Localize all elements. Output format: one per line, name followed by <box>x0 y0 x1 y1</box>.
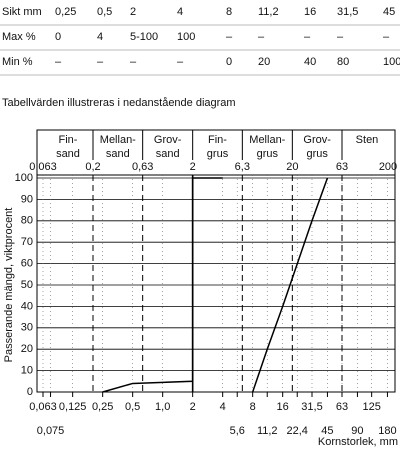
x-tick-label: 0,075 <box>37 425 65 437</box>
table-cell: 80 <box>337 56 349 68</box>
y-tick-label: 10 <box>21 365 33 377</box>
x-tick-label: 31,5 <box>301 401 322 413</box>
y-tick-label: 90 <box>21 193 33 205</box>
zone-label: grus <box>257 148 279 160</box>
y-axis-label: Passerande mängd, viktprocent <box>3 208 15 363</box>
x-tick-label: 125 <box>362 401 380 413</box>
y-tick-label: 30 <box>21 322 33 334</box>
zone-label: Sten <box>356 134 379 146</box>
table-header: 0,25 <box>55 6 76 18</box>
caption: Tabellvärden illustreras i nedanstående … <box>2 97 236 109</box>
zone-label: sand <box>106 148 130 160</box>
table-cell: – <box>177 56 184 68</box>
zone-bound-label: 20 <box>286 161 298 173</box>
table-cell: 40 <box>304 56 316 68</box>
y-tick-label: 70 <box>21 236 33 248</box>
zone-bound-label: 6,3 <box>235 161 250 173</box>
y-tick-label: 80 <box>21 215 33 227</box>
x-tick-label: 1,0 <box>155 401 170 413</box>
zone-label: sand <box>156 148 180 160</box>
x-tick-label: 22,4 <box>287 425 308 437</box>
x-axis-label: Kornstorlek, mm <box>318 436 398 448</box>
x-tick-label: 0,25 <box>92 401 113 413</box>
table-cell: – <box>97 56 104 68</box>
y-tick-label: 50 <box>21 279 33 291</box>
x-tick-label: 11,2 <box>257 425 278 437</box>
zone-label: Fin- <box>208 134 227 146</box>
zone-bound-label: 0,2 <box>85 161 100 173</box>
x-tick-label: 45 <box>321 425 333 437</box>
table-cell: – <box>304 31 311 43</box>
x-tick-label: 4 <box>220 401 226 413</box>
x-tick-label: 63 <box>336 401 348 413</box>
zone-bound-label: 63 <box>336 161 348 173</box>
table-cell: 5-100 <box>130 31 158 43</box>
y-tick-label: 100 <box>15 172 33 184</box>
y-tick-label: 0 <box>27 386 33 398</box>
table-cell: 0 <box>226 56 232 68</box>
zone-label: Mellan- <box>249 134 285 146</box>
table-cell: 20 <box>258 56 270 68</box>
table-header: 4 <box>177 6 183 18</box>
table-header: 8 <box>226 6 232 18</box>
table-cell: – <box>258 31 265 43</box>
table-header: 16 <box>304 6 316 18</box>
zone-label: sand <box>56 148 80 160</box>
zone-label: Fin- <box>59 134 78 146</box>
x-tick-label: 180 <box>378 425 396 437</box>
series-line <box>102 177 223 393</box>
zone-label: Grov- <box>154 134 182 146</box>
zone-label: Mellan- <box>100 134 136 146</box>
table-cell: 100 <box>383 56 400 68</box>
table-cell: 4 <box>97 31 103 43</box>
table-cell: Max % <box>2 31 36 43</box>
table-cell: – <box>383 31 390 43</box>
table-cell: 0 <box>55 31 61 43</box>
table-cell: – <box>226 31 233 43</box>
x-tick-label: 90 <box>351 425 363 437</box>
zone-bound-label: 200 <box>379 161 397 173</box>
x-tick-label: 2 <box>190 401 196 413</box>
table-header: 45 <box>383 6 395 18</box>
table-cell: – <box>337 31 344 43</box>
zone-label: grus <box>207 148 229 160</box>
zone-bound-label: 0,063 <box>29 161 57 173</box>
table-cell: – <box>130 56 137 68</box>
table-header: 0,5 <box>97 6 112 18</box>
series-line <box>251 177 329 393</box>
y-tick-label: 40 <box>21 300 33 312</box>
x-tick-label: 8 <box>250 401 256 413</box>
x-tick-label: 5,6 <box>230 425 245 437</box>
x-tick-label: 0,125 <box>59 401 87 413</box>
table-header: 31,5 <box>337 6 358 18</box>
table-cell: – <box>55 56 62 68</box>
zone-bound-label: 0,63 <box>132 161 153 173</box>
y-tick-label: 20 <box>21 343 33 355</box>
table-cell: Min % <box>2 56 33 68</box>
table-header: 2 <box>130 6 136 18</box>
zone-label: Grov- <box>303 134 331 146</box>
zone-bound-label: 2 <box>190 161 196 173</box>
zone-label: grus <box>306 148 328 160</box>
y-tick-label: 60 <box>21 258 33 270</box>
x-tick-label: 0,063 <box>29 401 57 413</box>
x-tick-label: 16 <box>277 401 289 413</box>
x-tick-label: 0,5 <box>125 401 140 413</box>
table-header: Sikt mm <box>2 6 42 18</box>
table-header: 11,2 <box>258 6 279 18</box>
table-cell: 100 <box>177 31 195 43</box>
